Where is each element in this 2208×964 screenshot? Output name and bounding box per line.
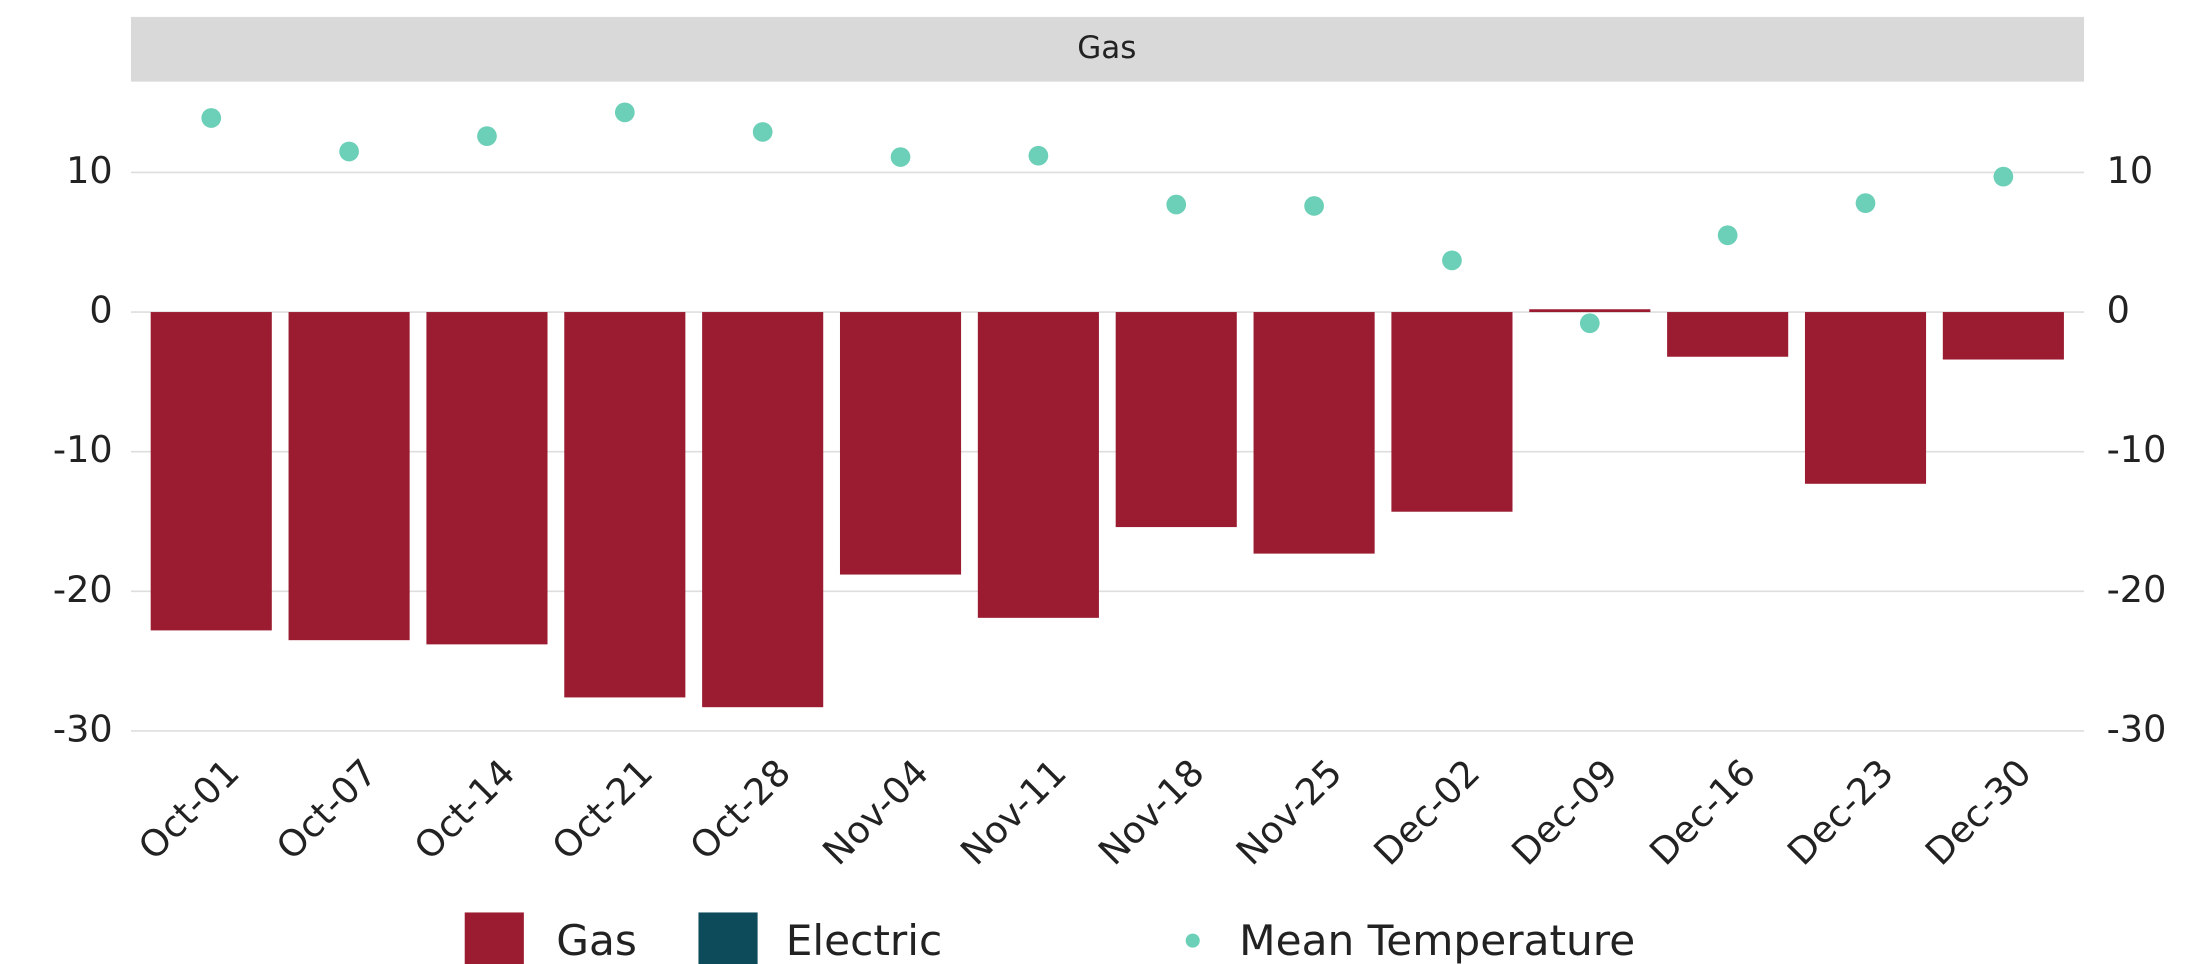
- point: [477, 126, 497, 146]
- x-tick-label: Oct-28: [682, 751, 799, 868]
- x-tick-label: Oct-07: [268, 751, 385, 868]
- y-tick-label: 0: [89, 289, 112, 332]
- bar: [1667, 312, 1789, 357]
- y2-tick-label: -30: [2107, 707, 2167, 750]
- bar: [977, 312, 1099, 618]
- bar: [1253, 312, 1375, 554]
- x-tick-label: Nov-25: [1228, 751, 1351, 874]
- point: [1717, 225, 1738, 246]
- x-tick-label: Dec-16: [1641, 751, 1764, 874]
- bar: [839, 312, 962, 575]
- bar: [1942, 312, 2064, 360]
- legend-swatch: [464, 912, 524, 964]
- bar: [702, 312, 824, 708]
- legend-swatch: [1185, 933, 1200, 948]
- point: [1304, 196, 1324, 216]
- point: [1993, 166, 2014, 187]
- x-tick-label: Oct-14: [406, 751, 523, 868]
- bar: [150, 312, 272, 631]
- x-tick-label: Nov-11: [952, 751, 1075, 874]
- bar: [1529, 309, 1651, 313]
- facet-title: Gas: [1077, 30, 1136, 66]
- x-tick-label: Dec-30: [1917, 751, 2040, 874]
- x-tick-label: Oct-01: [130, 751, 247, 868]
- y2-tick-label: 10: [2107, 149, 2154, 192]
- legend-swatch: [698, 912, 758, 964]
- x-tick-label: Nov-18: [1090, 751, 1213, 874]
- y2-tick-label: -20: [2107, 568, 2167, 611]
- point: [1028, 145, 1049, 166]
- bar: [288, 312, 410, 641]
- bar: [1115, 312, 1237, 528]
- x-tick-label: Dec-02: [1365, 751, 1488, 874]
- point: [201, 108, 222, 128]
- point: [890, 147, 911, 167]
- y2-tick-label: -10: [2107, 428, 2167, 471]
- point: [339, 141, 359, 162]
- point: [1442, 250, 1462, 271]
- y-tick-label: -10: [53, 428, 113, 471]
- bar: [426, 312, 548, 645]
- x-tick-label: Oct-21: [544, 751, 661, 868]
- bar: [1804, 312, 1927, 484]
- x-tick-label: Nov-04: [814, 751, 937, 874]
- point: [1166, 194, 1187, 215]
- legend-label: Mean Temperature: [1239, 916, 1635, 964]
- y2-tick-label: 0: [2107, 289, 2130, 332]
- y-tick-label: -20: [53, 568, 113, 611]
- y-tick-label: 10: [66, 149, 113, 192]
- point: [1855, 193, 1876, 214]
- point: [1579, 313, 1600, 334]
- y-tick-label: -30: [53, 707, 113, 750]
- bar: [564, 312, 686, 698]
- x-tick-label: Dec-09: [1503, 751, 1626, 874]
- legend-label: Gas: [556, 916, 637, 964]
- bar: [1391, 312, 1513, 512]
- legend-label: Electric: [786, 916, 943, 964]
- x-tick-label: Dec-23: [1779, 751, 1902, 874]
- point: [614, 102, 635, 123]
- point: [752, 122, 773, 142]
- facet-strip: [130, 16, 2085, 82]
